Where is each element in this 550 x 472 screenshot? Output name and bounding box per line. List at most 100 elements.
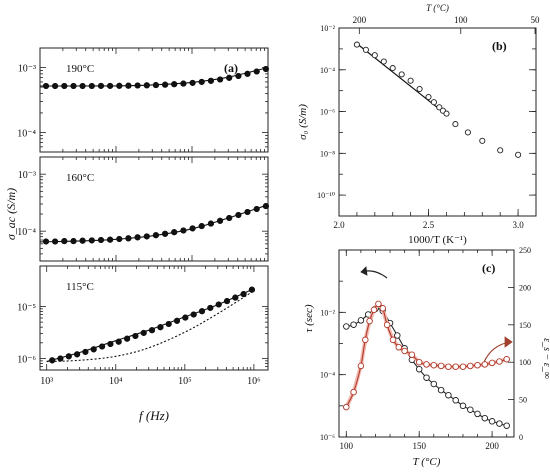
- x-tick-label: 10⁵: [178, 376, 192, 387]
- data-point: [445, 391, 452, 399]
- annotation-text: 160°C: [66, 172, 94, 184]
- y-tick-label: 10⁻⁸: [320, 149, 335, 158]
- data-point: [452, 363, 459, 370]
- data-point: [165, 320, 172, 328]
- data-point: [143, 233, 150, 240]
- data-point: [503, 422, 510, 429]
- data-point: [162, 230, 169, 237]
- y-tick-label: 10⁻⁴: [17, 227, 36, 238]
- data-point: [207, 304, 214, 311]
- data-point: [445, 363, 452, 370]
- data-point: [107, 340, 114, 348]
- data-point: [389, 336, 397, 344]
- data-point: [97, 82, 105, 89]
- data-point: [148, 327, 156, 334]
- top-tick-label: 100: [454, 15, 468, 25]
- data-point: [115, 338, 122, 345]
- data-point: [398, 71, 405, 78]
- y2-tick-label: 150: [519, 321, 531, 330]
- data-point: [253, 205, 260, 213]
- data-point: [467, 406, 474, 413]
- y2-tick-label: 250: [519, 246, 531, 255]
- data-point: [262, 203, 269, 210]
- data-point: [443, 110, 450, 117]
- x-tick-label: 10⁶: [247, 376, 261, 387]
- plot-frame: [39, 156, 269, 262]
- data-point: [459, 402, 467, 410]
- x-tick-label: 200: [485, 441, 499, 451]
- data-point: [357, 317, 365, 324]
- left-arrow-head: [360, 266, 368, 276]
- x-axis-label: f (Hz): [139, 408, 169, 423]
- data-point: [42, 82, 50, 90]
- data-point: [52, 238, 59, 245]
- data-point: [408, 351, 416, 358]
- y-tick-label: 10⁻⁶: [320, 433, 335, 442]
- x-axis-label: 1000/T (K⁻¹): [408, 234, 467, 246]
- data-point: [157, 324, 164, 331]
- data-point: [198, 223, 205, 230]
- data-point: [362, 46, 369, 53]
- data-point: [366, 317, 373, 325]
- x-tick-label: 10³: [40, 376, 53, 387]
- data-point: [82, 348, 89, 355]
- data-point: [107, 236, 114, 243]
- data-point: [394, 332, 401, 339]
- data-point: [49, 357, 56, 364]
- data-point: [380, 58, 387, 65]
- data-point: [61, 82, 68, 90]
- plot-frame: [39, 47, 269, 153]
- data-point: [217, 217, 224, 224]
- data-point: [474, 361, 481, 369]
- data-point: [116, 235, 123, 243]
- data-point: [415, 358, 423, 366]
- annotation-text: 115°C: [66, 281, 94, 293]
- data-point: [416, 85, 423, 93]
- x-tick-label: 2.5: [423, 220, 435, 230]
- data-point: [226, 74, 233, 81]
- data-point: [116, 82, 123, 89]
- data-point: [343, 323, 350, 330]
- data-point: [423, 374, 430, 381]
- top-tick-label: 50: [531, 15, 541, 25]
- x-tick-label: 150: [412, 441, 426, 451]
- data-point: [52, 82, 59, 90]
- data-point: [207, 220, 214, 227]
- data-point: [70, 82, 77, 90]
- panel-label: (a): [224, 61, 238, 75]
- x-tick-label: 10⁴: [109, 376, 123, 387]
- data-point: [189, 225, 196, 232]
- data-point: [479, 137, 486, 144]
- dashed-line: [46, 290, 255, 363]
- data-point: [152, 82, 159, 89]
- data-point: [370, 306, 378, 314]
- data-point: [132, 332, 139, 340]
- data-point: [503, 355, 510, 363]
- data-point: [207, 77, 214, 84]
- data-point: [379, 305, 387, 312]
- data-point: [140, 329, 147, 336]
- data-point: [474, 410, 481, 418]
- data-point: [198, 308, 206, 315]
- data-point: [124, 335, 131, 342]
- data-point: [362, 336, 369, 344]
- data-point: [198, 78, 205, 85]
- y-tick-label: 10⁻³: [18, 64, 36, 75]
- data-point: [79, 237, 86, 244]
- y-tick-label: 10⁻²: [320, 24, 335, 33]
- y-tick-label: 10⁻⁶: [320, 108, 335, 117]
- y-tick-label: 10⁻²: [320, 308, 335, 317]
- data-point: [226, 214, 233, 222]
- data-point: [401, 347, 408, 355]
- data-point: [357, 362, 365, 370]
- data-point: [88, 82, 95, 90]
- data-point: [437, 386, 445, 394]
- data-point: [180, 80, 187, 87]
- data-point: [99, 343, 106, 350]
- data-point: [65, 353, 72, 360]
- y-tick-label: 10⁻⁴: [320, 66, 335, 75]
- data-point: [70, 238, 77, 245]
- data-point: [253, 68, 260, 75]
- data-point: [430, 361, 438, 369]
